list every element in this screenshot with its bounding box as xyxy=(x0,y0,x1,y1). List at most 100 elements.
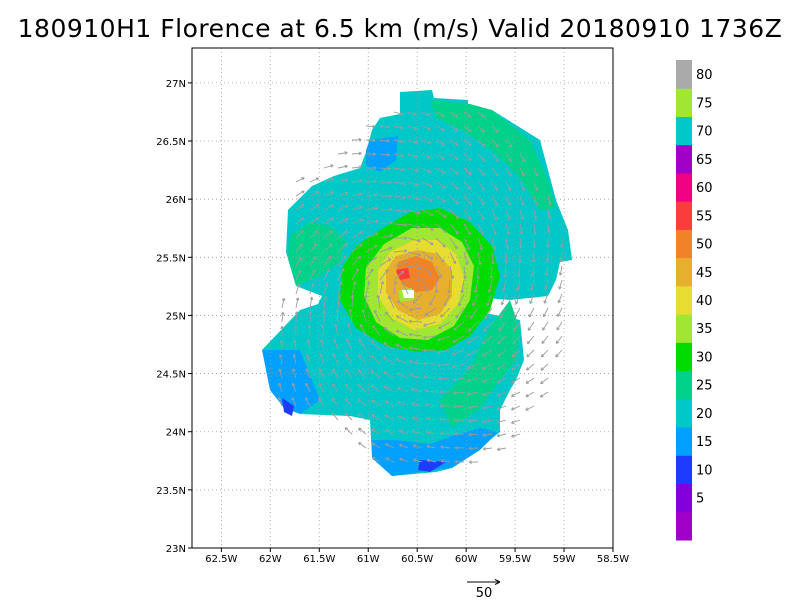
lon-tick-label: 62W xyxy=(259,554,282,565)
lat-tick-label: 27N xyxy=(166,79,186,90)
wind-vector xyxy=(453,391,465,395)
wind-vector xyxy=(424,389,437,393)
lon-tick-label: 61.5W xyxy=(303,554,335,565)
wind-vector xyxy=(383,371,395,379)
wind-vector xyxy=(278,382,283,393)
wind-vector xyxy=(411,416,423,421)
wind-vector xyxy=(379,166,391,171)
colorbar-label: 45 xyxy=(696,266,713,281)
colorbar-swatch xyxy=(676,342,692,372)
wind-vector xyxy=(407,277,422,282)
wind-vector xyxy=(449,265,455,279)
wind-vector xyxy=(408,332,423,337)
wind-vector xyxy=(491,153,499,162)
wind-vector xyxy=(472,293,479,307)
wind-vector xyxy=(463,237,471,251)
wind-vector xyxy=(435,111,445,117)
lon-tick-label: 62.5W xyxy=(205,554,237,565)
wind-vector xyxy=(477,153,486,162)
wind-vector xyxy=(295,230,304,239)
wind-vector xyxy=(358,427,367,435)
wind-vector xyxy=(544,279,549,290)
wind-vector xyxy=(483,321,493,332)
wind-vector xyxy=(424,307,437,316)
wind-vector xyxy=(334,323,339,337)
reference-arrow-head xyxy=(494,579,501,585)
wind-vector xyxy=(337,151,348,155)
colorbar-swatch xyxy=(676,60,692,89)
wind-vector xyxy=(379,258,392,267)
wind-vector xyxy=(449,181,459,190)
wind-vector xyxy=(421,111,431,117)
wind-vector xyxy=(280,311,285,323)
wind-vector xyxy=(397,386,409,393)
wind-vector xyxy=(323,295,328,309)
wind-vector xyxy=(505,209,511,221)
wind-vector xyxy=(379,125,390,129)
wind-vector xyxy=(351,218,364,225)
lat-tick-label: 25.5N xyxy=(156,253,186,264)
wind-vector xyxy=(408,346,423,351)
wind-vector xyxy=(440,431,451,436)
wind-vector xyxy=(497,335,507,345)
wind-vector xyxy=(351,192,363,197)
wind-vector xyxy=(421,195,433,202)
wind-vector xyxy=(407,265,422,270)
wind-field-core xyxy=(396,256,440,292)
colorbar-label: 40 xyxy=(696,294,713,309)
wind-vector xyxy=(452,335,465,343)
wind-vector xyxy=(351,165,363,169)
wind-vector xyxy=(482,335,493,345)
wind-vector xyxy=(323,282,329,295)
wind-vector xyxy=(379,269,389,281)
wind-vector xyxy=(348,308,353,323)
wind-vector xyxy=(365,232,379,239)
wind-vector xyxy=(421,167,432,173)
wind-vector xyxy=(481,377,493,383)
wind-vector xyxy=(395,329,409,337)
wind-vector xyxy=(382,356,395,365)
wind-vector xyxy=(407,125,418,130)
wind-vector xyxy=(421,279,429,293)
wind-vector xyxy=(498,321,507,332)
wind-vector xyxy=(306,339,311,351)
wind-vector xyxy=(337,191,349,197)
wind-vector xyxy=(379,180,392,185)
wind-vector xyxy=(519,195,525,206)
map-title: 180910H1 Florence at 6.5 km (m/s) Valid … xyxy=(17,14,783,43)
wind-vector xyxy=(463,125,472,132)
wind-vector xyxy=(435,209,447,218)
colorbar-swatch xyxy=(676,398,692,428)
wind-vector xyxy=(515,293,521,305)
wind-vector xyxy=(559,251,564,262)
wind-vector xyxy=(409,373,423,379)
wind-vector xyxy=(407,223,421,229)
wind-vector xyxy=(395,344,409,351)
wind-vector xyxy=(337,281,343,295)
wind-vector xyxy=(308,310,313,323)
wind-vector xyxy=(323,204,334,211)
wind-vector xyxy=(295,217,305,225)
wind-vector xyxy=(491,139,499,148)
wind-vector xyxy=(293,339,297,351)
wind-vector xyxy=(463,111,472,118)
wind-vector xyxy=(304,397,311,407)
wind-vector xyxy=(477,167,486,176)
wind-vector xyxy=(449,125,459,132)
wind-vector xyxy=(337,294,341,309)
colorbar-swatch xyxy=(676,455,692,485)
wind-vector xyxy=(333,338,339,351)
wind-vector xyxy=(477,209,485,221)
wind-vector xyxy=(393,125,404,130)
wind-vector xyxy=(449,139,459,146)
wind-vector xyxy=(470,307,479,320)
wind-vector xyxy=(533,195,538,206)
wind-vector xyxy=(387,295,395,309)
wind-vector xyxy=(279,340,284,351)
wind-vector xyxy=(540,363,549,371)
wind-vector xyxy=(344,398,353,407)
wind-vector xyxy=(383,326,395,337)
wind-vector xyxy=(511,363,521,371)
wind-vector xyxy=(393,280,398,295)
